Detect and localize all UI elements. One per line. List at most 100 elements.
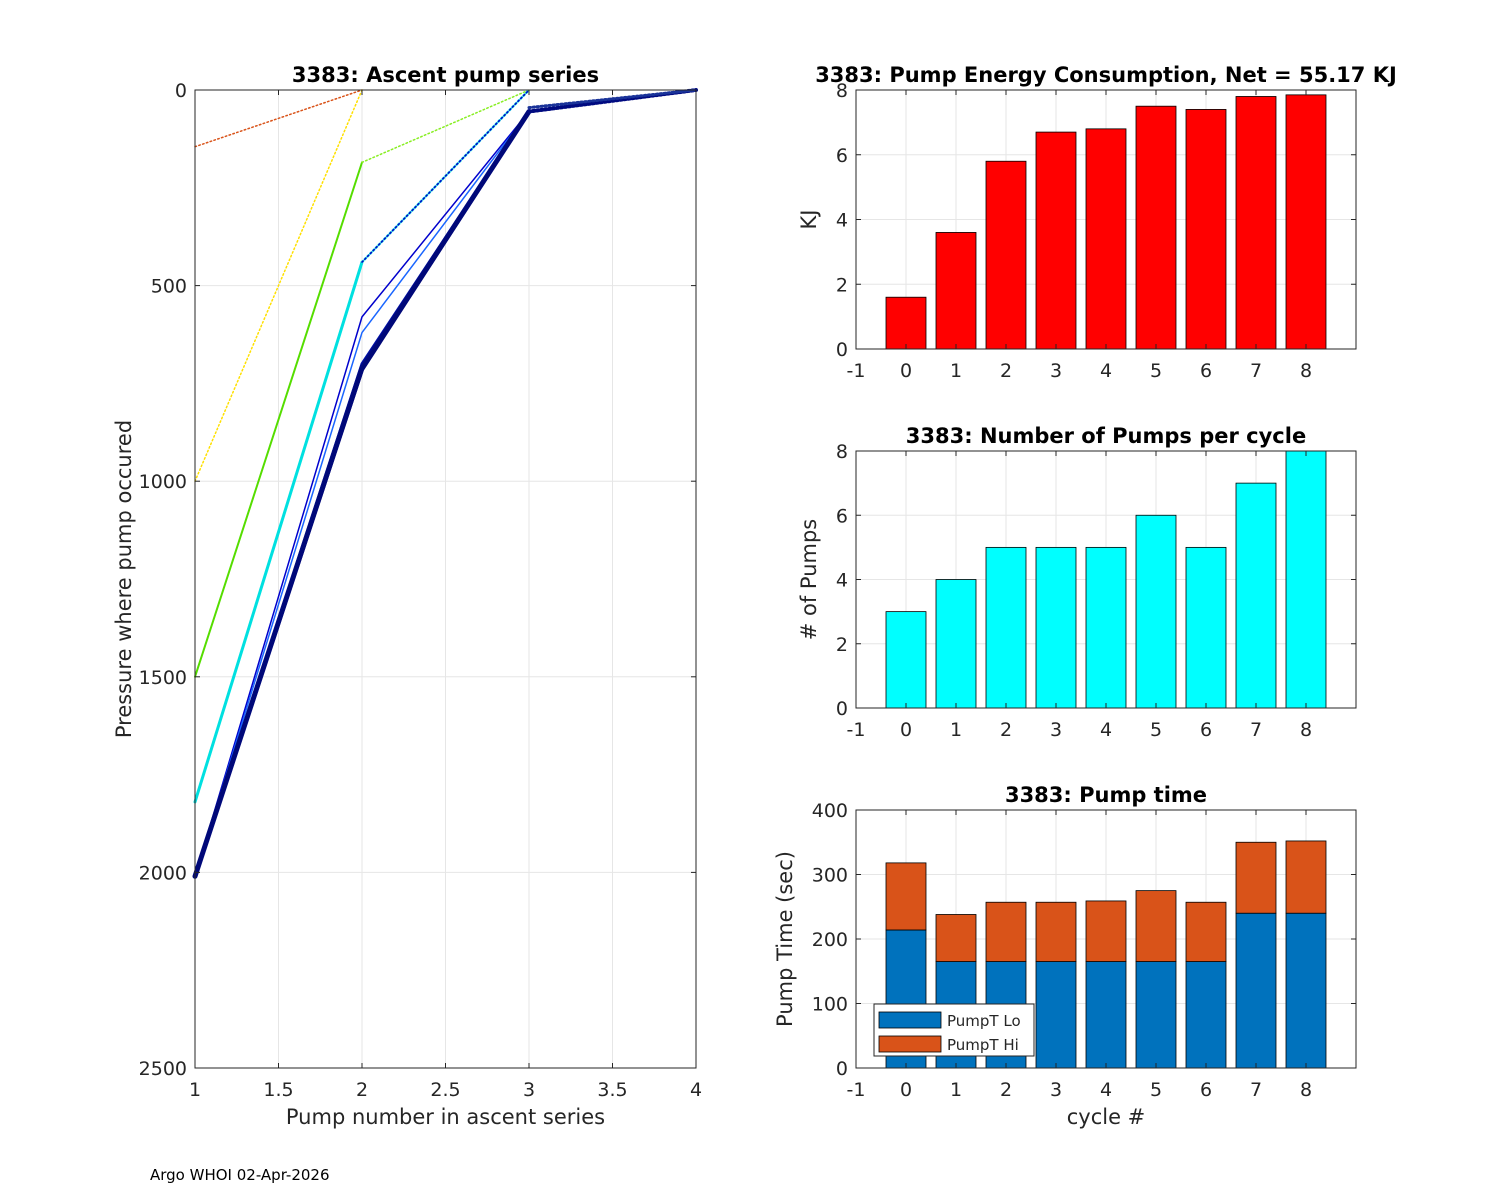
x-tick-label: 1.5 <box>263 1079 293 1101</box>
bar <box>1085 546 1127 709</box>
x-tick-label: 4 <box>690 1079 702 1101</box>
chart-title: 3383: Pump time <box>1005 783 1207 807</box>
y-tick-label: 6 <box>836 505 848 527</box>
bar <box>885 611 927 709</box>
bar <box>985 546 1027 709</box>
x-tick-label: 2 <box>1000 1079 1012 1101</box>
bar-pumpt-lo <box>1135 961 1177 1069</box>
legend-label: PumpT Hi <box>947 1036 1019 1054</box>
ascent-series-line <box>194 161 363 678</box>
x-tick-label: 2 <box>356 1079 368 1101</box>
bar <box>1285 450 1327 709</box>
y-tick-label: 4 <box>836 570 848 592</box>
x-tick-label: 0 <box>900 719 912 741</box>
ascent-series-line <box>194 89 363 148</box>
bar <box>1185 109 1227 350</box>
y-tick-label: 8 <box>836 441 848 463</box>
y-axis-label: Pump Time (sec) <box>773 851 797 1027</box>
ascent-series-line <box>361 89 530 164</box>
y-tick-label: 100 <box>812 994 848 1016</box>
legend-swatch <box>878 1035 942 1053</box>
y-tick-label: 0 <box>836 698 848 720</box>
bar-pumpt-hi <box>1085 900 1127 962</box>
bar-pumpt-lo <box>1035 961 1077 1069</box>
y-tick-label: 2 <box>836 274 848 296</box>
ascent-series-line <box>194 110 530 878</box>
bar-pumpt-hi <box>985 901 1027 962</box>
y-tick-label: 200 <box>812 929 848 951</box>
x-tick-label: 4 <box>1100 719 1112 741</box>
bar-pumpt-hi <box>935 914 977 962</box>
x-tick-label: -1 <box>847 360 866 382</box>
x-tick-label: 1 <box>950 719 962 741</box>
bar-pumpt-hi <box>1285 840 1327 914</box>
y-tick-label: 500 <box>151 276 187 298</box>
y-axis-label: KJ <box>797 210 821 230</box>
y-tick-label: 4 <box>836 210 848 232</box>
chart-title: 3383: Number of Pumps per cycle <box>906 424 1306 448</box>
ascent-series-line <box>193 109 531 879</box>
y-tick-label: 8 <box>836 80 848 102</box>
bar <box>1085 128 1127 350</box>
x-tick-label: -1 <box>847 719 866 741</box>
bar <box>985 160 1027 350</box>
x-tick-label: 6 <box>1200 360 1212 382</box>
x-tick-label: 4 <box>1100 1079 1112 1101</box>
bar <box>1035 131 1077 350</box>
x-tick-label: 8 <box>1300 1079 1312 1101</box>
y-tick-label: 1500 <box>139 667 187 689</box>
bar <box>1285 94 1327 350</box>
bar <box>1135 105 1177 350</box>
x-tick-label: 5 <box>1150 360 1162 382</box>
bar <box>1235 96 1277 350</box>
bar-pumpt-lo <box>1185 961 1227 1069</box>
bar-pumpt-hi <box>1035 901 1077 962</box>
bar-pumpt-hi <box>885 862 927 931</box>
ascent-series-line <box>193 260 364 804</box>
bar-pumpt-hi <box>1135 890 1177 962</box>
x-tick-label: 4 <box>1100 360 1112 382</box>
y-tick-label: 0 <box>836 1058 848 1080</box>
bar <box>1135 514 1177 709</box>
x-tick-label: 8 <box>1300 719 1312 741</box>
y-tick-label: 400 <box>812 800 848 822</box>
y-axis-label: Pressure where pump occured <box>112 420 136 738</box>
ascent-series-line <box>527 88 698 110</box>
bar-pumpt-lo <box>1235 912 1277 1069</box>
x-tick-label: 3 <box>1050 1079 1062 1101</box>
y-tick-label: 0 <box>836 339 848 361</box>
bar <box>1185 546 1227 709</box>
y-tick-label: 1000 <box>139 471 187 493</box>
x-tick-label: 0 <box>900 1079 912 1101</box>
x-tick-label: 8 <box>1300 360 1312 382</box>
bar <box>1235 482 1277 709</box>
x-tick-label: 3 <box>523 1079 535 1101</box>
x-tick-label: 2.5 <box>430 1079 460 1101</box>
bar <box>885 296 927 350</box>
footer-note: Argo WHOI 02-Apr-2026 <box>150 1166 330 1184</box>
x-tick-label: 6 <box>1200 1079 1212 1101</box>
chart-title: 3383: Ascent pump series <box>292 63 599 87</box>
bar-pumpt-lo <box>1285 912 1327 1069</box>
ascent-series-line <box>194 110 530 878</box>
x-tick-label: 7 <box>1250 360 1262 382</box>
x-tick-label: 1 <box>950 360 962 382</box>
y-tick-label: 2000 <box>139 862 187 884</box>
x-tick-label: 7 <box>1250 719 1262 741</box>
x-tick-label: -1 <box>847 1079 866 1101</box>
x-tick-label: 0 <box>900 360 912 382</box>
x-tick-label: 2 <box>1000 719 1012 741</box>
x-tick-label: 3 <box>1050 360 1062 382</box>
x-axis-label: Pump number in ascent series <box>286 1105 605 1129</box>
ascent-pump-series-chart: 1 1.5 2 2.5 3 3.5 4 0 500 1000 1500 2000 2500 3383: A… <box>112 63 702 1129</box>
ascent-series-line <box>194 89 363 482</box>
y-tick-label: 2500 <box>139 1058 187 1080</box>
y-tick-label: 6 <box>836 145 848 167</box>
x-tick-label: 6 <box>1200 719 1212 741</box>
x-tick-label: 3.5 <box>597 1079 627 1101</box>
x-tick-label: 7 <box>1250 1079 1262 1101</box>
x-axis-label: cycle # <box>1067 1105 1146 1129</box>
